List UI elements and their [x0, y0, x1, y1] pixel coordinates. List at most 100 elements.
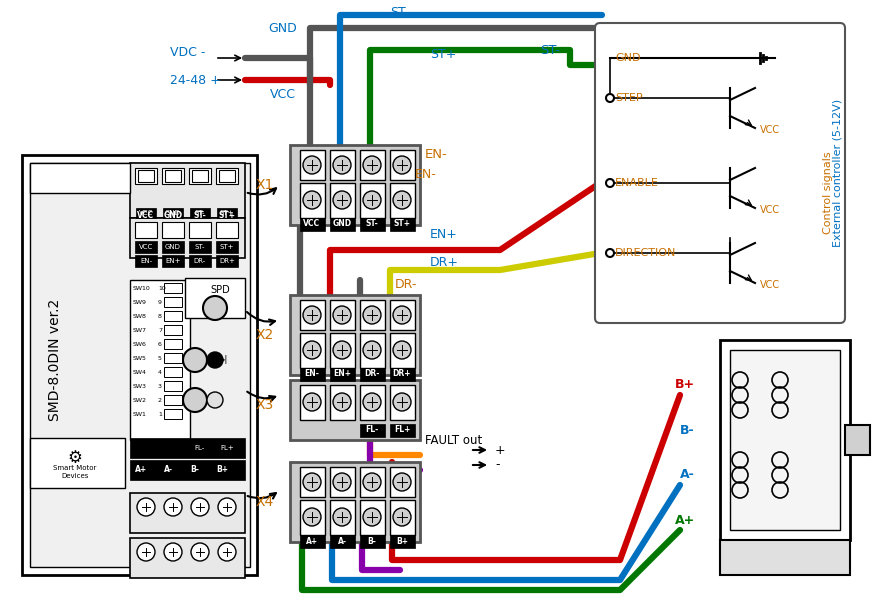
- Bar: [299, 500, 324, 535]
- Text: B+: B+: [395, 536, 408, 546]
- Text: STEP: STEP: [614, 93, 641, 103]
- Circle shape: [303, 473, 321, 491]
- Text: VCC: VCC: [759, 205, 780, 215]
- Bar: [30, 163, 130, 193]
- Circle shape: [392, 508, 410, 526]
- Bar: [390, 218, 415, 231]
- Bar: [360, 467, 385, 497]
- Circle shape: [303, 341, 321, 359]
- Text: 9: 9: [158, 299, 162, 304]
- Text: ST-: ST-: [540, 43, 559, 56]
- Text: Smart Motor
Devices: Smart Motor Devices: [53, 466, 97, 478]
- Text: SW1: SW1: [133, 411, 147, 417]
- Circle shape: [164, 543, 182, 561]
- Text: ST+: ST+: [220, 210, 234, 216]
- Text: DR+: DR+: [219, 258, 235, 264]
- Text: EN-: EN-: [415, 169, 436, 181]
- Bar: [330, 467, 354, 497]
- Circle shape: [362, 473, 381, 491]
- Text: SMD-8.0DIN ver.2: SMD-8.0DIN ver.2: [48, 299, 62, 421]
- Bar: [162, 168, 183, 184]
- Bar: [130, 218, 245, 258]
- Bar: [299, 333, 324, 368]
- Circle shape: [206, 392, 222, 408]
- Bar: [130, 460, 245, 480]
- Text: VCC: VCC: [759, 125, 780, 135]
- Bar: [190, 208, 210, 218]
- Text: 7: 7: [158, 327, 162, 332]
- Bar: [390, 424, 415, 437]
- Text: B+: B+: [674, 378, 695, 392]
- Bar: [360, 150, 385, 180]
- Text: GND: GND: [165, 244, 181, 250]
- Text: SW9: SW9: [133, 299, 147, 304]
- Bar: [390, 368, 415, 381]
- Circle shape: [362, 393, 381, 411]
- Circle shape: [392, 341, 410, 359]
- Text: EN-: EN-: [140, 258, 152, 264]
- Text: ST+: ST+: [393, 219, 410, 229]
- Circle shape: [164, 498, 182, 516]
- Bar: [719, 540, 849, 575]
- Circle shape: [303, 306, 321, 324]
- Circle shape: [303, 156, 321, 174]
- Text: ON: ON: [132, 447, 142, 453]
- Bar: [130, 280, 190, 440]
- Bar: [390, 467, 415, 497]
- Text: -: -: [494, 458, 499, 472]
- Circle shape: [206, 352, 222, 368]
- Text: DR-: DR-: [394, 279, 417, 291]
- Circle shape: [303, 508, 321, 526]
- Text: 24-48 +: 24-48 +: [170, 73, 221, 87]
- Text: VCC: VCC: [139, 210, 153, 216]
- Bar: [130, 163, 245, 218]
- Circle shape: [203, 296, 227, 320]
- Circle shape: [332, 393, 351, 411]
- Bar: [290, 145, 420, 225]
- Text: ST+: ST+: [430, 48, 456, 62]
- Text: FL+: FL+: [220, 445, 234, 451]
- Bar: [185, 278, 245, 318]
- Circle shape: [190, 543, 209, 561]
- Text: FL-: FL-: [195, 445, 205, 451]
- Bar: [390, 535, 415, 548]
- Text: A+: A+: [135, 466, 147, 475]
- Text: X4: X4: [255, 495, 274, 509]
- Text: EN-: EN-: [304, 370, 319, 378]
- Text: VCC: VCC: [759, 280, 780, 290]
- Circle shape: [362, 156, 381, 174]
- Text: SW4: SW4: [133, 370, 147, 375]
- Bar: [390, 183, 415, 218]
- Bar: [165, 170, 181, 182]
- Bar: [330, 535, 354, 548]
- Text: X3: X3: [255, 398, 274, 412]
- Text: 8: 8: [158, 313, 161, 318]
- Bar: [189, 168, 211, 184]
- Text: FL+: FL+: [393, 425, 409, 434]
- Bar: [22, 155, 257, 575]
- Text: EN+: EN+: [332, 370, 351, 378]
- Bar: [164, 311, 182, 321]
- Bar: [164, 367, 182, 377]
- Text: ST+: ST+: [218, 211, 236, 219]
- Text: ST-: ST-: [195, 244, 205, 250]
- Text: GND: GND: [165, 210, 181, 216]
- Text: A-: A-: [680, 469, 695, 481]
- Circle shape: [190, 498, 209, 516]
- Bar: [135, 222, 157, 238]
- Text: GND: GND: [614, 53, 640, 63]
- Bar: [390, 300, 415, 330]
- Text: DR-: DR-: [194, 258, 206, 264]
- Circle shape: [392, 393, 410, 411]
- Text: B-: B-: [190, 466, 199, 475]
- Bar: [136, 208, 156, 218]
- Bar: [360, 183, 385, 218]
- Circle shape: [136, 498, 155, 516]
- Text: SW6: SW6: [133, 342, 147, 346]
- Circle shape: [332, 341, 351, 359]
- Bar: [330, 368, 354, 381]
- Text: SW8: SW8: [133, 313, 147, 318]
- Bar: [360, 424, 385, 437]
- Bar: [390, 500, 415, 535]
- Text: SW5: SW5: [133, 356, 147, 360]
